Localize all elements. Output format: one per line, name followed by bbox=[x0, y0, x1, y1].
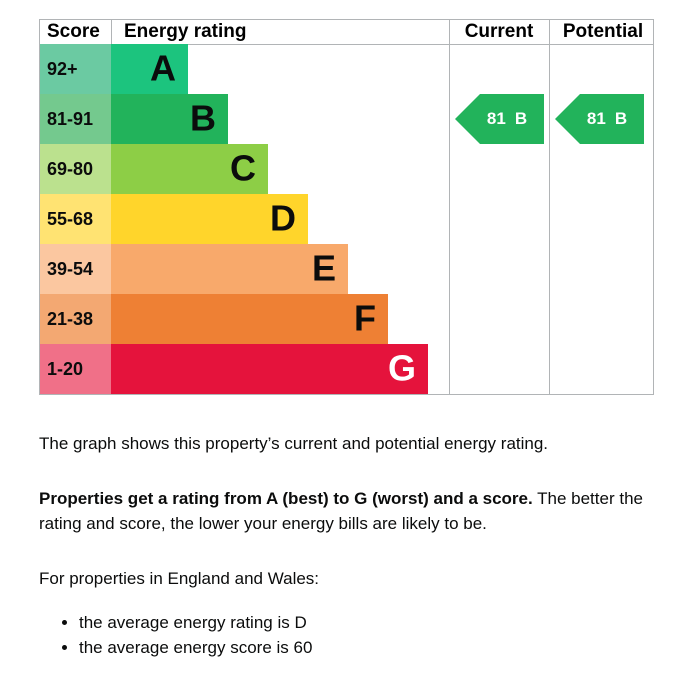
rating-letter: B bbox=[190, 98, 216, 139]
rating-bar bbox=[111, 94, 228, 144]
rating-bar bbox=[111, 344, 428, 394]
potential-header: Potential bbox=[563, 21, 643, 42]
rating-bold: Properties get a rating from A (best) to… bbox=[39, 489, 533, 508]
score-cell bbox=[40, 194, 111, 244]
rating-letter: C bbox=[230, 148, 256, 189]
rating-rest: The better the rating and score, the low… bbox=[39, 489, 643, 533]
rating-bar bbox=[111, 244, 348, 294]
current-label: 81 B bbox=[487, 109, 527, 128]
energy-chart: Score Energy rating Current Potential 92… bbox=[39, 19, 654, 395]
score-label: 55-68 bbox=[47, 209, 93, 229]
rating-letter: D bbox=[270, 198, 296, 239]
rating-bar bbox=[111, 144, 268, 194]
score-label: 69-80 bbox=[47, 159, 93, 179]
score-cell bbox=[40, 44, 111, 94]
current-rating: B bbox=[515, 109, 527, 128]
potential-rating: B bbox=[615, 109, 627, 128]
rating-bar bbox=[111, 194, 308, 244]
rating-letter: F bbox=[354, 298, 376, 339]
intro: The graph shows this property’s current … bbox=[39, 434, 549, 453]
rating-explainer: Properties get a rating from A (best) to… bbox=[39, 486, 659, 536]
potential-label: 81 B bbox=[587, 109, 627, 128]
score-label: 1-20 bbox=[47, 359, 83, 379]
rating-letter: A bbox=[150, 48, 176, 89]
potential-score: 81 bbox=[587, 109, 606, 128]
average-list: the average energy rating is D the avera… bbox=[39, 610, 312, 660]
current-header: Current bbox=[465, 21, 534, 42]
score-label: 81-91 bbox=[47, 109, 93, 129]
score-cell bbox=[40, 144, 111, 194]
score-cell bbox=[40, 294, 111, 344]
rating-header: Energy rating bbox=[124, 21, 246, 42]
rating-letter: G bbox=[388, 348, 416, 389]
score-header: Score bbox=[47, 21, 100, 42]
score-label: 39-54 bbox=[47, 259, 93, 279]
current-arrow bbox=[455, 94, 544, 144]
rating-letter: E bbox=[312, 248, 336, 289]
potential-arrow bbox=[555, 94, 644, 144]
rating-bar bbox=[111, 294, 388, 344]
score-label: 92+ bbox=[47, 59, 78, 79]
bullet: the average energy rating is D bbox=[79, 610, 312, 635]
average-intro: For properties in England and Wales: bbox=[39, 569, 320, 588]
bullet: the average energy score is 60 bbox=[79, 635, 312, 660]
table-frame bbox=[39, 19, 654, 395]
rating-bar bbox=[111, 44, 188, 94]
score-cell bbox=[40, 244, 111, 294]
current-score: 81 bbox=[487, 109, 506, 128]
score-cell bbox=[40, 344, 111, 394]
score-cell bbox=[40, 94, 111, 144]
score-label: 21-38 bbox=[47, 309, 93, 329]
